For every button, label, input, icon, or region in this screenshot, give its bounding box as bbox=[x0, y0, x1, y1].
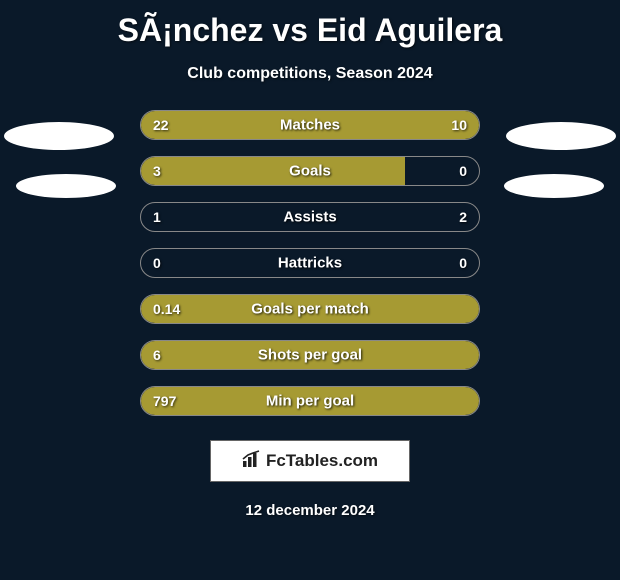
player-left-badge-2 bbox=[16, 174, 116, 198]
stat-row: 797 Min per goal bbox=[140, 386, 480, 416]
stat-row: 0 0 Hattricks bbox=[140, 248, 480, 278]
subtitle: Club competitions, Season 2024 bbox=[0, 65, 620, 83]
bar-fill-left bbox=[141, 157, 405, 185]
date-label: 12 december 2024 bbox=[245, 502, 374, 519]
stat-label: Hattricks bbox=[278, 255, 342, 272]
stat-label: Goals per match bbox=[251, 301, 369, 318]
stat-value-right: 10 bbox=[451, 117, 467, 133]
stat-value-right: 2 bbox=[459, 209, 467, 225]
stat-value-left: 0 bbox=[153, 255, 161, 271]
stat-value-right: 0 bbox=[459, 255, 467, 271]
stat-label: Assists bbox=[283, 209, 336, 226]
stat-row: 6 Shots per goal bbox=[140, 340, 480, 370]
comparison-chart: 22 10 Matches 3 0 Goals 1 2 Assists 0 0 Hattricks 0.… bbox=[140, 110, 480, 432]
logo-box: FcTables.com bbox=[210, 440, 410, 482]
stat-value-right: 0 bbox=[459, 163, 467, 179]
stat-label: Shots per goal bbox=[258, 347, 362, 364]
stat-row: 1 2 Assists bbox=[140, 202, 480, 232]
stat-value-left: 22 bbox=[153, 117, 169, 133]
logo-text: FcTables.com bbox=[266, 451, 378, 471]
bar-chart-icon bbox=[242, 450, 262, 473]
stat-value-left: 6 bbox=[153, 347, 161, 363]
stat-label: Min per goal bbox=[266, 393, 354, 410]
page-title: SÃ¡nchez vs Eid Aguilera bbox=[0, 0, 620, 49]
stat-value-left: 0.14 bbox=[153, 301, 180, 317]
player-right-badge-1 bbox=[506, 122, 616, 150]
stat-label: Matches bbox=[280, 117, 340, 134]
stat-value-left: 1 bbox=[153, 209, 161, 225]
stat-value-left: 797 bbox=[153, 393, 176, 409]
stat-label: Goals bbox=[289, 163, 331, 180]
stat-row: 22 10 Matches bbox=[140, 110, 480, 140]
stat-row: 0.14 Goals per match bbox=[140, 294, 480, 324]
player-right-badge-2 bbox=[504, 174, 604, 198]
player-left-badge-1 bbox=[4, 122, 114, 150]
stat-value-left: 3 bbox=[153, 163, 161, 179]
stat-row: 3 0 Goals bbox=[140, 156, 480, 186]
